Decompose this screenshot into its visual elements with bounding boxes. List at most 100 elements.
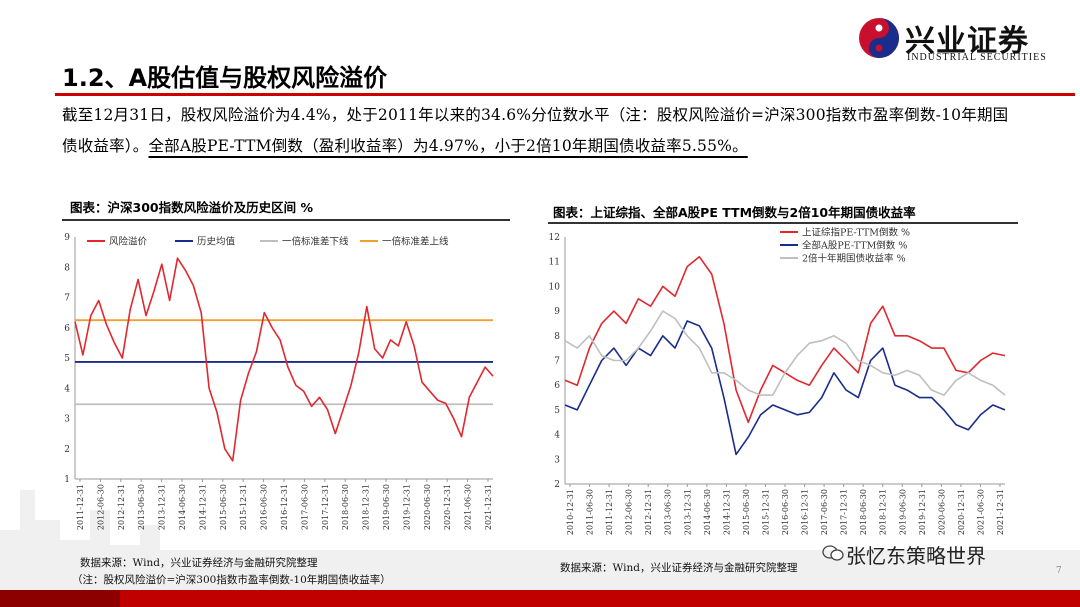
y-tick-label: 11 (549, 258, 560, 268)
right-chart-caption: 图表：上证综指、全部A股PE TTM倒数与2倍10年期国债收益率 (553, 205, 916, 220)
x-tick-label: 2021-06-30 (976, 489, 985, 535)
x-tick-label: 2011-12-31 (76, 484, 85, 530)
x-tick-label: 2015-06-30 (742, 489, 751, 535)
y-tick-label: 7 (554, 357, 560, 367)
page-title: 1.2、A股估值与股权风险溢价 (62, 64, 388, 92)
left-axes: 1 2 3 4 5 6 7 8 9 2011-12-31 2012-06-30 2012-12-31 2… (64, 233, 493, 530)
legend-label: 上证综指PE-TTM倒数 % (802, 227, 910, 239)
x-tick-label: 2012-12-31 (117, 484, 126, 530)
x-tick-label: 2018-06-30 (859, 489, 868, 535)
x-tick-label: 2013-12-31 (158, 484, 167, 530)
left-series (74, 257, 494, 462)
x-tick-label: 2013-12-31 (683, 489, 692, 535)
right-series (564, 255, 1006, 456)
y-tick-label: 8 (554, 332, 560, 342)
legend-label: 2倍十年期国债收益率 % (802, 253, 906, 265)
footer-bar-accent (0, 590, 120, 607)
left-caption-rule (62, 219, 510, 221)
y-tick-label: 9 (64, 233, 70, 243)
x-tick-label: 2021-12-31 (996, 489, 1005, 535)
y-tick-label: 6 (64, 324, 70, 334)
logo-name: 兴业证券 (905, 24, 1029, 59)
page-number: 7 (1056, 566, 1062, 576)
series-line (564, 320, 1006, 456)
x-tick-label: 2019-12-31 (402, 484, 411, 530)
summary-text-highlight: 全部A股PE-TTM倒数（盈利收益率）为4.97%，小于2倍10年期国债收益率5… (148, 137, 748, 155)
left-legend: 风险溢价 历史均值 一倍标准差下线 一倍标准差上线 (87, 236, 449, 248)
legend-label: 风险溢价 (109, 236, 148, 248)
left-source-line1: 数据来源：Wind，兴业证券经济与金融研究院整理 (80, 557, 318, 569)
x-tick-label: 2018-12-31 (362, 484, 371, 530)
y-tick-label: 1 (64, 475, 70, 485)
x-tick-label: 2014-12-31 (722, 489, 731, 535)
left-source-line2: （注：股权风险溢价=沪深300指数市盈率倒数-10年期国债收益率） (72, 574, 391, 586)
y-tick-label: 3 (64, 415, 70, 425)
x-tick-label: 2016-12-31 (280, 484, 289, 530)
logo-emblem-icon (859, 18, 899, 58)
footer-bar (0, 590, 1080, 607)
legend-label: 全部A股PE-TTM倒数 % (802, 240, 907, 252)
x-tick-label: 2011-06-30 (586, 489, 595, 535)
x-tick-label: 2012-06-30 (96, 484, 105, 530)
x-tick-label: 2021-12-31 (484, 484, 493, 530)
left-reference-lines (75, 319, 493, 406)
x-tick-label: 2020-06-30 (423, 484, 432, 530)
right-source: 数据来源：Wind，兴业证券经济与金融研究院整理 (560, 562, 798, 574)
x-tick-label: 2019-06-30 (382, 484, 391, 530)
series-line (564, 255, 1006, 424)
y-tick-label: 2 (64, 445, 70, 455)
legend-label: 一倍标准差上线 (382, 236, 449, 248)
x-tick-label: 2010-12-31 (566, 489, 575, 535)
logo-english-name: INDUSTRIAL SECURITIES (907, 52, 1047, 63)
company-logo: 兴业证券 INDUSTRIAL SECURITIES (857, 14, 1067, 66)
x-tick-label: 2017-12-31 (840, 489, 849, 535)
y-tick-label: 12 (549, 233, 560, 243)
right-axes: 2 3 4 5 6 7 8 9 10 11 12 2010-12-31 2011-06-30 2011-1… (549, 233, 1005, 535)
series-line (564, 310, 1006, 396)
left-chart-caption: 图表：沪深300指数风险溢价及历史区间 % (70, 200, 313, 215)
x-tick-label: 2020-12-31 (443, 484, 452, 530)
y-tick-label: 2 (554, 480, 560, 490)
x-tick-label: 2017-06-30 (820, 489, 829, 535)
y-tick-label: 10 (549, 282, 561, 292)
x-tick-label: 2014-12-31 (198, 484, 207, 530)
summary-paragraph: 截至12月31日，股权风险溢价为4.4%，处于2011年以来的34.6%分位数水… (62, 100, 1017, 162)
x-tick-label: 2016-12-31 (801, 489, 810, 535)
x-tick-label: 2016-06-30 (260, 484, 269, 530)
y-tick-label: 4 (554, 431, 560, 441)
y-tick-label: 8 (64, 263, 70, 273)
x-tick-label: 2020-12-31 (957, 489, 966, 535)
y-tick-label: 3 (554, 455, 560, 465)
right-legend: 上证综指PE-TTM倒数 %全部A股PE-TTM倒数 %2倍十年期国债收益率 % (780, 227, 910, 265)
x-tick-label: 2014-06-30 (703, 489, 712, 535)
x-tick-label: 2013-06-30 (664, 489, 673, 535)
x-tick-label: 2012-06-30 (625, 489, 634, 535)
x-tick-label: 2013-06-30 (137, 484, 146, 530)
legend-label: 历史均值 (197, 236, 236, 248)
x-tick-label: 2015-12-31 (239, 484, 248, 530)
x-tick-label: 2021-06-30 (464, 484, 473, 530)
x-tick-label: 2017-06-30 (300, 484, 309, 530)
x-tick-label: 2011-12-31 (605, 489, 614, 535)
y-tick-label: 6 (554, 381, 560, 391)
right-caption-rule (548, 222, 1018, 224)
watermark-text: 张忆东策略世界 (846, 544, 986, 568)
x-tick-label: 2018-12-31 (879, 489, 888, 535)
x-tick-label: 2012-12-31 (644, 489, 653, 535)
title-underline (55, 93, 1075, 96)
right-chart: 2 3 4 5 6 7 8 9 10 11 12 2010-12-31 2011-06-30 2011-1… (549, 227, 1006, 535)
y-tick-label: 7 (64, 294, 70, 304)
x-tick-label: 2015-06-30 (219, 484, 228, 530)
x-tick-label: 2020-06-30 (937, 489, 946, 535)
x-tick-label: 2017-12-31 (321, 484, 330, 530)
y-tick-label: 5 (554, 406, 560, 416)
y-tick-label: 4 (64, 384, 70, 394)
y-tick-label: 9 (554, 307, 560, 317)
legend-label: 一倍标准差下线 (282, 236, 349, 248)
y-tick-label: 5 (64, 354, 70, 364)
left-chart: 1 2 3 4 5 6 7 8 9 2011-12-31 2012-06-30 2012-12-31 2… (64, 233, 494, 530)
wechat-icon (822, 545, 844, 561)
x-tick-label: 2018-06-30 (341, 484, 350, 530)
x-tick-label: 2019-12-31 (918, 489, 927, 535)
x-tick-label: 2016-06-30 (781, 489, 790, 535)
